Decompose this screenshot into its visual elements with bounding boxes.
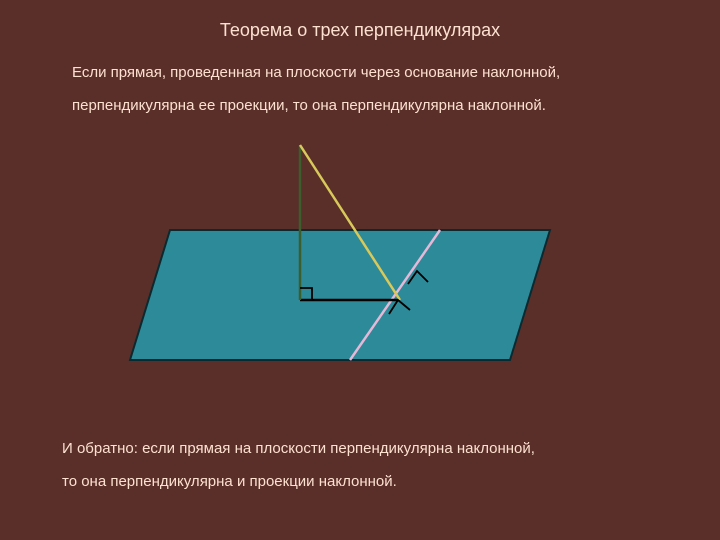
slide: Теорема о трех перпендикулярах Если прям… bbox=[0, 0, 720, 540]
theorem-converse: И обратно: если прямая на плоскости перп… bbox=[62, 432, 662, 498]
three-perpendiculars-diagram bbox=[110, 130, 610, 390]
theorem-line-1: Если прямая, проведенная на плоскости че… bbox=[72, 56, 648, 89]
theorem-statement: Если прямая, проведенная на плоскости че… bbox=[72, 56, 648, 122]
converse-line-1: И обратно: если прямая на плоскости перп… bbox=[62, 432, 662, 465]
theorem-line-2: перпендикулярна ее проекции, то она перп… bbox=[72, 89, 648, 122]
plane-shape bbox=[130, 230, 550, 360]
converse-line-2: то она перпендикулярна и проекции наклон… bbox=[62, 465, 662, 498]
slide-title: Теорема о трех перпендикулярах bbox=[0, 20, 720, 41]
